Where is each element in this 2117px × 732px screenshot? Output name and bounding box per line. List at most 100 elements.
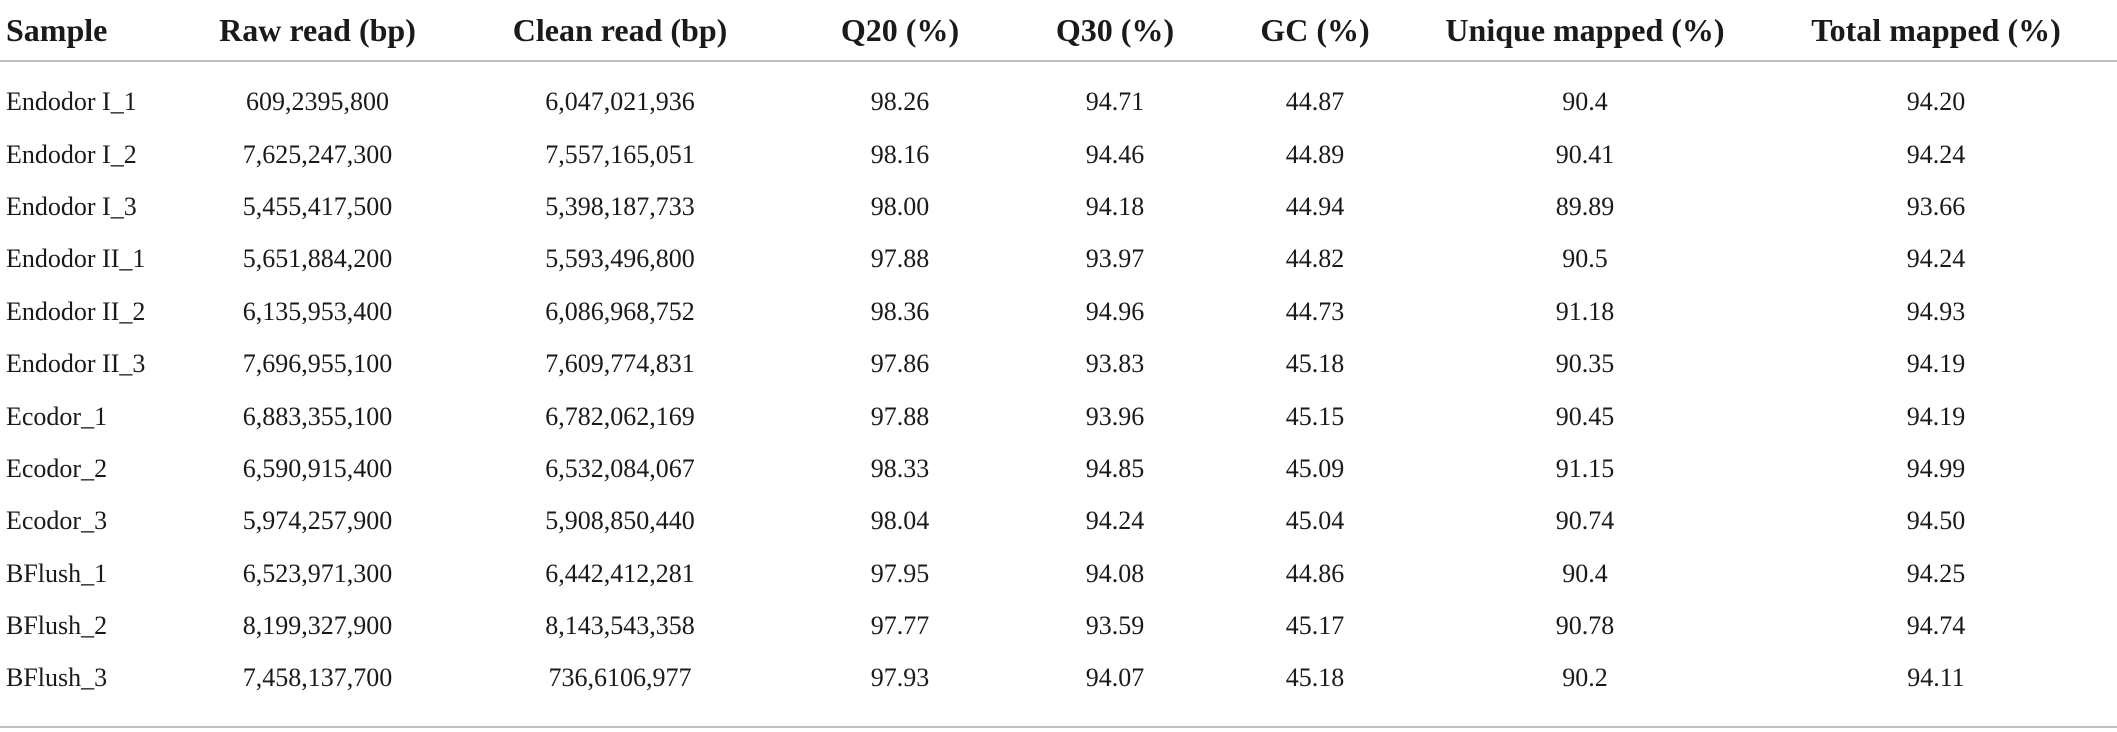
cell-total-mapped: 94.24 — [1906, 139, 1966, 169]
cell-q20: 97.86 — [870, 349, 930, 379]
cell-total-mapped: 94.19 — [1906, 349, 1966, 379]
cell-gc: 44.73 — [1285, 296, 1345, 326]
cell-raw-read: 5,455,417,500 — [242, 191, 393, 221]
cell-q30: 94.18 — [1085, 191, 1145, 221]
cell-unique-mapped: 90.45 — [1555, 401, 1615, 431]
cell-sample: Endodor II_2 — [6, 296, 146, 326]
cell-gc: 44.87 — [1285, 87, 1345, 117]
cell-sample: Ecodor_2 — [6, 453, 108, 483]
cell-q20: 97.88 — [870, 244, 930, 274]
cell-gc: 44.89 — [1285, 139, 1345, 169]
cell-q20: 97.95 — [870, 558, 930, 588]
cell-sample: Ecodor_1 — [6, 401, 108, 431]
cell-total-mapped: 94.25 — [1906, 558, 1966, 588]
cell-q20: 97.88 — [870, 401, 930, 431]
cell-q30: 93.97 — [1085, 244, 1145, 274]
cell-unique-mapped: 90.5 — [1562, 244, 1608, 274]
cell-gc: 45.18 — [1285, 349, 1345, 379]
table-row: Endodor I_3 5,455,417,500 5,398,187,733 98.… — [0, 181, 2117, 233]
cell-raw-read: 5,974,257,900 — [242, 506, 393, 536]
cell-raw-read: 8,199,327,900 — [242, 611, 393, 641]
table-row: Endodor I_2 7,625,247,300 7,557,165,051 98.… — [0, 128, 2117, 180]
header-q20: Q20 (%) — [785, 0, 1015, 62]
cell-unique-mapped: 90.78 — [1555, 611, 1615, 641]
cell-total-mapped: 94.93 — [1906, 296, 1966, 326]
cell-clean-read: 736,6106,977 — [548, 663, 692, 693]
table-body: Endodor I_1 609,2395,800 6,047,021,936 98.2… — [0, 61, 2117, 705]
table-header: Sample Raw read (bp) Clean read (bp) Q20… — [0, 0, 2117, 62]
cell-unique-mapped: 91.18 — [1555, 296, 1615, 326]
cell-clean-read: 6,442,412,281 — [545, 558, 695, 588]
cell-gc: 45.17 — [1285, 611, 1345, 641]
cell-sample: BFlush_1 — [6, 558, 108, 588]
cell-q20: 98.33 — [870, 453, 930, 483]
header-gc: GC (%) — [1215, 0, 1415, 62]
cell-q20: 98.00 — [870, 191, 930, 221]
header-sample: Sample — [0, 0, 180, 62]
cell-gc: 45.09 — [1285, 453, 1345, 483]
header-unique-mapped: Unique mapped (%) — [1415, 0, 1755, 62]
cell-gc: 44.82 — [1285, 244, 1345, 274]
cell-raw-read: 609,2395,800 — [246, 87, 389, 117]
cell-q20: 97.77 — [870, 611, 930, 641]
cell-clean-read: 6,086,968,752 — [545, 296, 695, 326]
table-row: Endodor II_1 5,651,884,200 5,593,496,800 97… — [0, 233, 2117, 285]
table-row: Ecodor_1 6,883,355,100 6,782,062,169 97.88 9… — [0, 390, 2117, 442]
cell-total-mapped: 93.66 — [1906, 191, 1966, 221]
cell-q30: 94.07 — [1085, 663, 1145, 693]
cell-clean-read: 6,532,084,067 — [545, 453, 695, 483]
cell-raw-read: 6,883,355,100 — [242, 401, 393, 431]
cell-q30: 94.08 — [1085, 558, 1145, 588]
cell-sample: BFlush_3 — [6, 663, 108, 693]
cell-unique-mapped: 89.89 — [1555, 191, 1615, 221]
sequencing-stats-table: Sample Raw read (bp) Clean read (bp) Q20… — [0, 0, 2117, 705]
cell-gc: 45.15 — [1285, 401, 1345, 431]
cell-sample: Endodor I_2 — [6, 139, 137, 169]
cell-q30: 94.46 — [1085, 139, 1145, 169]
cell-q20: 98.04 — [870, 506, 930, 536]
cell-q20: 98.16 — [870, 139, 930, 169]
cell-total-mapped: 94.99 — [1906, 453, 1966, 483]
cell-unique-mapped: 90.4 — [1562, 558, 1608, 588]
header-total-mapped: Total mapped (%) — [1755, 0, 2117, 62]
table-row: Endodor II_3 7,696,955,100 7,609,774,831 97… — [0, 338, 2117, 390]
cell-unique-mapped: 90.2 — [1562, 663, 1608, 693]
cell-raw-read: 6,590,915,400 — [242, 453, 393, 483]
cell-clean-read: 5,398,187,733 — [545, 191, 695, 221]
cell-sample: Endodor II_3 — [6, 349, 146, 379]
cell-total-mapped: 94.50 — [1906, 506, 1966, 536]
cell-raw-read: 6,523,971,300 — [242, 558, 393, 588]
header-clean-read: Clean read (bp) — [455, 0, 785, 62]
cell-gc: 45.18 — [1285, 663, 1345, 693]
cell-clean-read: 8,143,543,358 — [545, 611, 695, 641]
table-row: BFlush_1 6,523,971,300 6,442,412,281 97.95 9… — [0, 548, 2117, 600]
cell-clean-read: 6,047,021,936 — [545, 87, 695, 117]
cell-q30: 93.59 — [1085, 611, 1145, 641]
cell-q20: 98.36 — [870, 296, 930, 326]
cell-q30: 94.85 — [1085, 453, 1145, 483]
cell-unique-mapped: 90.35 — [1555, 349, 1615, 379]
cell-unique-mapped: 91.15 — [1555, 453, 1615, 483]
cell-unique-mapped: 90.4 — [1562, 87, 1608, 117]
cell-sample: Endodor I_1 — [6, 87, 137, 117]
table-row: Ecodor_2 6,590,915,400 6,532,084,067 98.33 9… — [0, 443, 2117, 495]
cell-sample: Ecodor_3 — [6, 506, 108, 536]
cell-q20: 98.26 — [870, 87, 930, 117]
cell-clean-read: 7,609,774,831 — [545, 349, 695, 379]
cell-total-mapped: 94.74 — [1906, 611, 1966, 641]
cell-q30: 94.96 — [1085, 296, 1145, 326]
table-row: Endodor II_2 6,135,953,400 6,086,968,752 98… — [0, 286, 2117, 338]
cell-gc: 44.94 — [1285, 191, 1345, 221]
table-row: Ecodor_3 5,974,257,900 5,908,850,440 98.04 9… — [0, 495, 2117, 547]
cell-gc: 44.86 — [1285, 558, 1345, 588]
cell-q30: 94.24 — [1085, 506, 1145, 536]
cell-clean-read: 5,908,850,440 — [545, 506, 695, 536]
cell-gc: 45.04 — [1285, 506, 1345, 536]
table-row: BFlush_3 7,458,137,700 736,6106,977 97.93 94… — [0, 652, 2117, 704]
header-raw-read: Raw read (bp) — [180, 0, 455, 62]
cell-q30: 93.96 — [1085, 401, 1145, 431]
cell-q30: 94.71 — [1085, 87, 1145, 117]
cell-q20: 97.93 — [870, 663, 930, 693]
cell-clean-read: 6,782,062,169 — [545, 401, 695, 431]
